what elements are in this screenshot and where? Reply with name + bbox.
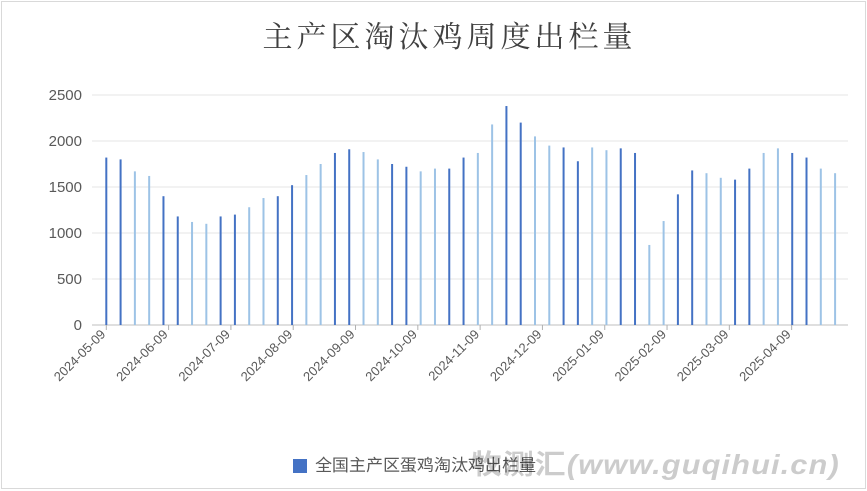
svg-text:500: 500 (57, 271, 82, 288)
svg-text:2024-07-09: 2024-07-09 (175, 327, 233, 385)
svg-text:2024-12-09: 2024-12-09 (487, 327, 545, 385)
svg-text:2025-01-09: 2025-01-09 (549, 327, 607, 385)
svg-text:2024-08-09: 2024-08-09 (238, 327, 296, 385)
svg-text:2024-05-09: 2024-05-09 (51, 327, 109, 385)
svg-text:0: 0 (74, 317, 82, 334)
svg-text:2025-02-09: 2025-02-09 (612, 327, 670, 385)
svg-text:2024-10-09: 2024-10-09 (362, 327, 420, 385)
svg-text:2000: 2000 (49, 133, 82, 150)
svg-text:2024-06-09: 2024-06-09 (113, 327, 171, 385)
svg-text:1500: 1500 (49, 179, 82, 196)
svg-text:2024-11-09: 2024-11-09 (425, 327, 482, 384)
svg-text:1000: 1000 (49, 225, 82, 242)
svg-text:2500: 2500 (49, 87, 82, 104)
svg-text:2024-09-09: 2024-09-09 (300, 327, 358, 385)
svg-text:2025-03-09: 2025-03-09 (674, 327, 732, 385)
svg-text:2025-04-09: 2025-04-09 (736, 327, 794, 385)
